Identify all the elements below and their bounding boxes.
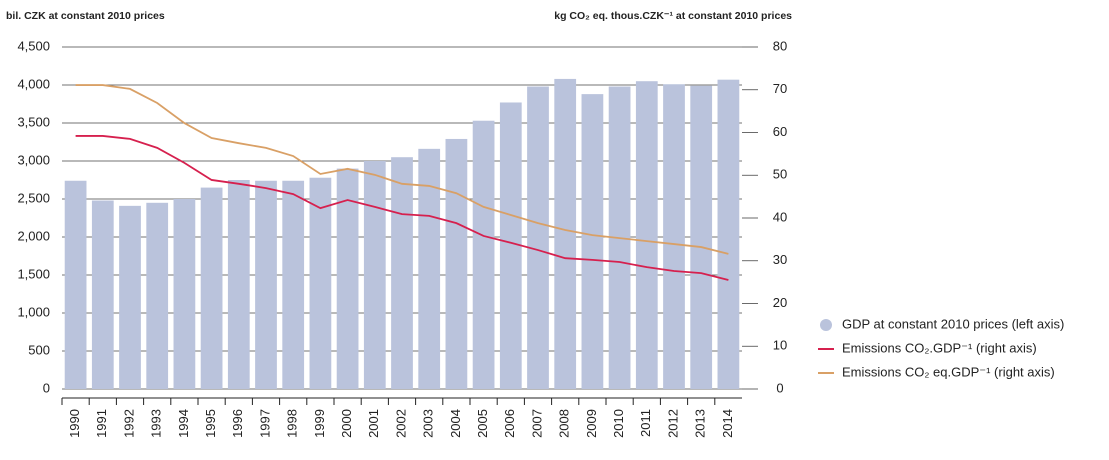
bar [119,205,141,389]
y2-tick-label: 70 [773,81,787,96]
y-axis-label: bil. CZK at constant 2010 prices [6,10,165,22]
bar [472,120,495,389]
y-tick-label: 0 [43,380,50,395]
y2-tick-label: 10 [773,338,787,353]
x-tick-label: 2002 [393,409,408,438]
bar [554,78,577,390]
line [75,84,729,255]
legend-swatch [820,319,832,331]
y-tick-label: 4,000 [17,76,50,91]
x-tick-label: 2007 [529,409,544,438]
bar [418,148,441,389]
y-tick-label: 2,500 [17,190,50,205]
y-tick-label: 4,500 [17,38,50,53]
y2-tick-label: 30 [773,252,787,267]
bar [527,86,549,390]
y-tick-label: 2,000 [17,228,50,243]
x-tick-label: 1997 [257,409,272,438]
x-tick-label: 2003 [421,409,436,438]
y2-tick-label: 40 [773,209,787,224]
y2-tick-label: 80 [773,38,787,53]
y-tick-label: 3,500 [17,114,50,129]
bar [91,200,114,389]
bar [255,180,277,389]
x-tick-label: 2012 [665,409,680,438]
x-tick-label: 1991 [94,409,109,438]
legend-label: GDP at constant 2010 prices (left axis) [842,316,1064,331]
legend-label: Emissions CO₂ eq.GDP⁻¹ (right axis) [842,364,1055,379]
y-tick-label: 1,000 [17,304,50,319]
bar [635,81,658,389]
bar [282,180,305,389]
y2-tick-label: 20 [773,295,787,310]
x-tick-label: 2005 [475,409,490,438]
legend-label: Emissions CO₂.GDP⁻¹ (right axis) [842,340,1037,355]
bar [581,94,604,390]
x-tick-label: 2010 [611,409,626,438]
bar [690,85,713,389]
x-tick-label: 2014 [720,409,735,438]
x-tick-label: 2000 [339,409,354,438]
x-tick-label: 1996 [230,409,245,438]
x-tick-label: 2001 [366,409,381,438]
y-tick-label: 500 [28,342,50,357]
x-tick-label: 2013 [693,409,708,438]
bar [499,102,522,389]
bar [200,187,223,389]
bar [64,180,87,389]
y-tick-label: 1,500 [17,266,50,281]
x-tick-label: 1999 [312,409,327,438]
y2-tick-label: 60 [773,124,787,139]
x-tick-label: 2004 [448,409,463,438]
bar [717,79,740,390]
x-tick-label: 1998 [285,409,300,438]
y-tick-label: 3,000 [17,152,50,167]
x-tick-label: 2006 [502,409,517,438]
bar [336,168,359,389]
y2-axis-label: kg CO₂ eq. thous.CZK⁻¹ at constant 2010 … [554,10,792,22]
bar [391,157,413,389]
bar [146,202,169,389]
x-tick-label: 2011 [638,409,653,437]
bar [227,180,250,389]
bar [363,161,386,389]
bar [663,84,685,390]
x-tick-label: 2009 [584,409,599,438]
x-tick-label: 1995 [203,409,218,438]
x-tick-label: 1994 [176,409,191,438]
bar [309,177,332,389]
y2-tick-label: 0 [776,380,783,395]
bar [173,199,196,389]
y2-tick-label: 50 [773,167,787,182]
bar [445,138,468,389]
x-tick-label: 2008 [557,409,572,438]
x-tick-label: 1990 [67,409,82,438]
x-tick-label: 1993 [149,409,164,438]
line [75,135,729,281]
x-tick-label: 1992 [121,409,136,438]
